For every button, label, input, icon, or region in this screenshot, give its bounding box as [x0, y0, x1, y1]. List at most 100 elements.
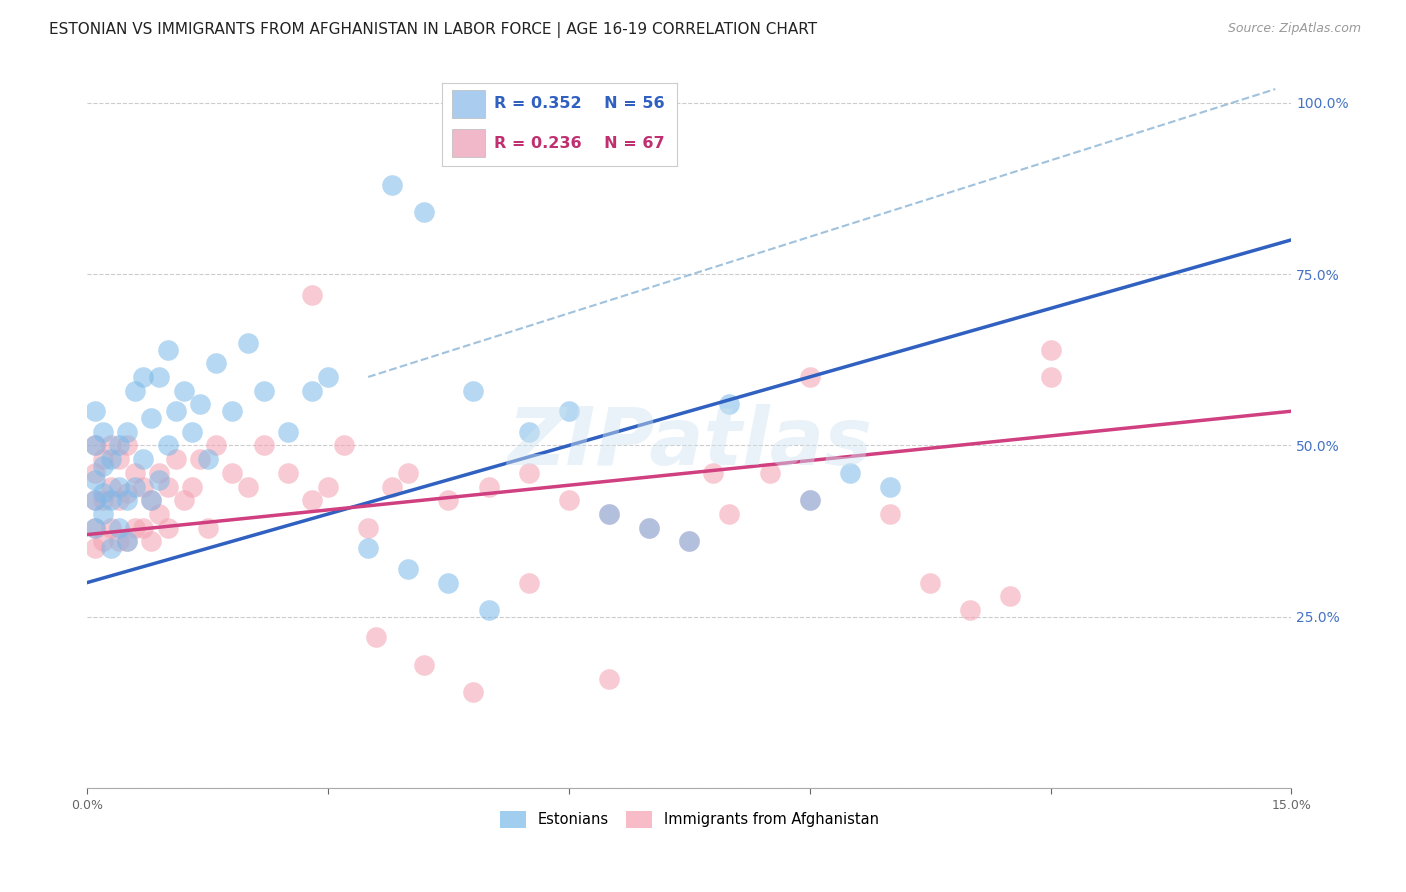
Point: [333, 438, 356, 452]
Point: [277, 466, 299, 480]
Point: [100, 452, 122, 467]
Point: [91, 493, 114, 508]
Point: [236, 335, 259, 350]
Point: [316, 370, 339, 384]
Point: [413, 657, 436, 672]
Point: [84, 473, 107, 487]
Point: [253, 438, 276, 452]
Point: [478, 603, 501, 617]
Point: [517, 466, 540, 480]
Point: [253, 384, 276, 398]
Point: [124, 384, 146, 398]
Point: [156, 480, 179, 494]
Point: [357, 541, 380, 556]
Point: [84, 438, 107, 452]
Point: [148, 370, 170, 384]
Point: [117, 534, 139, 549]
Point: [221, 404, 243, 418]
Point: [108, 493, 131, 508]
Point: [959, 603, 981, 617]
Point: [197, 521, 219, 535]
Point: [148, 473, 170, 487]
Point: [132, 480, 155, 494]
Point: [204, 356, 226, 370]
Point: [517, 575, 540, 590]
Point: [165, 452, 187, 467]
Point: [124, 466, 146, 480]
Point: [141, 534, 163, 549]
Point: [91, 452, 114, 467]
Point: [91, 507, 114, 521]
Point: [638, 521, 661, 535]
Point: [156, 343, 179, 357]
Point: [156, 521, 179, 535]
Point: [84, 466, 107, 480]
Point: [799, 493, 821, 508]
Point: [91, 458, 114, 473]
Point: [799, 493, 821, 508]
Text: ZIPatlas: ZIPatlas: [506, 404, 872, 482]
Point: [718, 507, 741, 521]
Point: [461, 685, 484, 699]
Point: [141, 493, 163, 508]
Point: [84, 521, 107, 535]
Point: [84, 493, 107, 508]
Point: [173, 493, 195, 508]
Point: [148, 466, 170, 480]
Point: [301, 384, 323, 398]
Point: [148, 507, 170, 521]
Point: [678, 534, 700, 549]
Point: [357, 521, 380, 535]
Point: [301, 493, 323, 508]
Point: [197, 452, 219, 467]
Point: [413, 205, 436, 219]
Point: [396, 466, 419, 480]
Point: [461, 384, 484, 398]
Point: [84, 438, 107, 452]
Point: [221, 466, 243, 480]
Point: [598, 507, 620, 521]
Point: [124, 480, 146, 494]
Point: [84, 521, 107, 535]
Point: [598, 672, 620, 686]
Point: [100, 541, 122, 556]
Point: [117, 534, 139, 549]
Point: [180, 425, 202, 439]
Point: [141, 411, 163, 425]
Point: [117, 486, 139, 500]
Point: [366, 631, 388, 645]
Point: [156, 438, 179, 452]
Point: [117, 438, 139, 452]
Point: [437, 493, 460, 508]
Point: [381, 480, 404, 494]
Point: [598, 507, 620, 521]
Text: ESTONIAN VS IMMIGRANTS FROM AFGHANISTAN IN LABOR FORCE | AGE 16-19 CORRELATION C: ESTONIAN VS IMMIGRANTS FROM AFGHANISTAN …: [49, 22, 817, 38]
Point: [301, 287, 323, 301]
Point: [91, 534, 114, 549]
Point: [1039, 370, 1062, 384]
Point: [517, 425, 540, 439]
Point: [678, 534, 700, 549]
Point: [879, 507, 901, 521]
Point: [173, 384, 195, 398]
Point: [236, 480, 259, 494]
Point: [84, 493, 107, 508]
Point: [84, 404, 107, 418]
Text: Source: ZipAtlas.com: Source: ZipAtlas.com: [1227, 22, 1361, 36]
Point: [132, 521, 155, 535]
Point: [132, 452, 155, 467]
Point: [100, 493, 122, 508]
Point: [100, 480, 122, 494]
Point: [437, 575, 460, 590]
Point: [1039, 343, 1062, 357]
Point: [117, 493, 139, 508]
Point: [117, 425, 139, 439]
Point: [132, 370, 155, 384]
Point: [108, 438, 131, 452]
Point: [108, 521, 131, 535]
Point: [180, 480, 202, 494]
Point: [84, 541, 107, 556]
Point: [758, 466, 780, 480]
Point: [316, 480, 339, 494]
Point: [396, 562, 419, 576]
